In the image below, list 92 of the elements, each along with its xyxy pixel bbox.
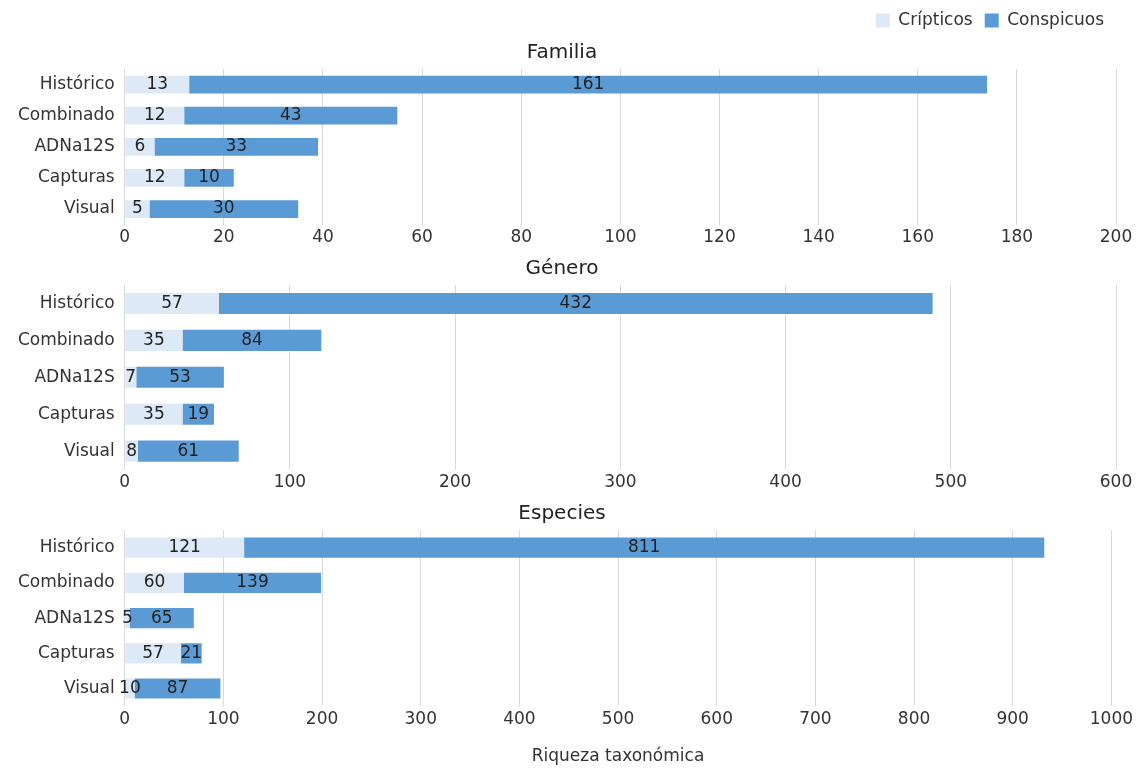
x-tick-label: 20 [213, 226, 235, 247]
y-tick-label: Combinado [17, 104, 115, 125]
data-label: 10 [198, 166, 220, 187]
y-tick-label: Capturas [37, 641, 115, 662]
legend-label: Conspicuos [1007, 8, 1105, 29]
x-tick-label: 160 [901, 226, 934, 247]
bar [125, 292, 219, 314]
data-label: 121 [168, 536, 201, 557]
data-label: 65 [150, 606, 173, 627]
bar [125, 169, 185, 187]
legend-label: Crípticos [898, 8, 973, 29]
data-label: 12 [143, 104, 166, 125]
x-tick-label: 60 [411, 226, 433, 247]
data-label: 811 [627, 536, 661, 557]
y-tick-label: Capturas [37, 166, 115, 187]
x-tick-label: 120 [703, 226, 736, 247]
data-label: 53 [169, 365, 191, 386]
x-tick-label: 300 [404, 707, 437, 728]
x-tick-label: 600 [700, 707, 733, 728]
y-tick-label: Capturas [37, 402, 115, 423]
data-label: 87 [166, 677, 189, 697]
x-tick-label: 80 [510, 226, 533, 247]
y-tick-label: Visual [63, 439, 115, 460]
bar [184, 106, 398, 125]
x-axis-title: Riqueza taxonómica [531, 745, 705, 766]
x-tick-label: 140 [802, 226, 835, 247]
y-tick-label: ADNa12S [34, 365, 115, 386]
data-label: 432 [559, 291, 592, 312]
x-tick-label: 100 [273, 471, 307, 492]
bar [182, 329, 322, 351]
data-label: 61 [177, 439, 200, 460]
x-tick-label: 500 [601, 707, 635, 728]
data-label: 35 [143, 328, 165, 349]
bar [183, 572, 322, 593]
bar [149, 200, 299, 218]
data-label: 161 [571, 72, 605, 93]
data-label: 60 [143, 571, 166, 592]
data-label: 84 [241, 328, 263, 349]
bar [189, 75, 988, 94]
bar [136, 366, 224, 388]
x-tick-label: 900 [996, 707, 1029, 728]
x-tick-label: 1000 [1089, 707, 1133, 728]
y-tick-label: Combinado [17, 571, 115, 592]
x-tick-label: 600 [1099, 471, 1133, 492]
x-tick-label: 500 [934, 471, 968, 492]
bar [125, 106, 185, 125]
bar [244, 537, 1045, 558]
chart-title: Especies [518, 500, 606, 525]
bar [154, 137, 319, 156]
data-label: 43 [279, 104, 302, 125]
x-tick-label: 700 [799, 707, 832, 728]
x-tick-label: 400 [769, 471, 802, 492]
data-label: 5 [131, 197, 143, 218]
x-tick-label: 800 [897, 707, 931, 728]
data-label: 139 [236, 571, 269, 592]
data-label: 12 [143, 166, 166, 187]
x-tick-label: 300 [604, 471, 637, 492]
x-tick-label: 100 [207, 707, 240, 728]
data-label: 35 [143, 402, 165, 423]
data-label: 30 [213, 197, 235, 218]
y-tick-label: Combinado [17, 328, 115, 349]
y-tick-label: Histórico [39, 72, 115, 93]
x-tick-label: 0 [119, 226, 131, 247]
x-tick-label: 200 [1099, 226, 1133, 247]
data-label: 19 [187, 402, 210, 423]
data-label: 33 [225, 135, 248, 156]
y-tick-label: Histórico [39, 536, 115, 557]
y-tick-label: Histórico [39, 291, 115, 312]
data-label: 6 [134, 135, 146, 156]
y-tick-label: ADNa12S [34, 135, 115, 156]
bar [125, 537, 245, 558]
x-tick-label: 400 [503, 707, 536, 728]
data-label: 21 [180, 641, 203, 662]
chart-title: Género [525, 255, 599, 280]
data-label: 13 [146, 72, 169, 93]
chart-title: Familia [526, 39, 598, 64]
data-label: 7 [125, 365, 137, 386]
x-tick-label: 200 [305, 707, 339, 728]
x-tick-label: 0 [119, 471, 131, 492]
data-label: 57 [161, 291, 183, 312]
x-tick-label: 180 [1000, 226, 1034, 247]
y-tick-label: ADNa12S [34, 606, 115, 627]
data-label: 8 [126, 439, 137, 460]
y-tick-label: Visual [63, 677, 115, 697]
bar [137, 440, 239, 462]
bar [218, 292, 933, 314]
x-tick-label: 200 [438, 471, 472, 492]
x-tick-label: 100 [604, 226, 637, 247]
x-tick-label: 40 [312, 226, 334, 247]
data-label: 57 [142, 641, 164, 662]
y-tick-label: Visual [63, 197, 115, 218]
x-tick-label: 0 [119, 707, 131, 728]
